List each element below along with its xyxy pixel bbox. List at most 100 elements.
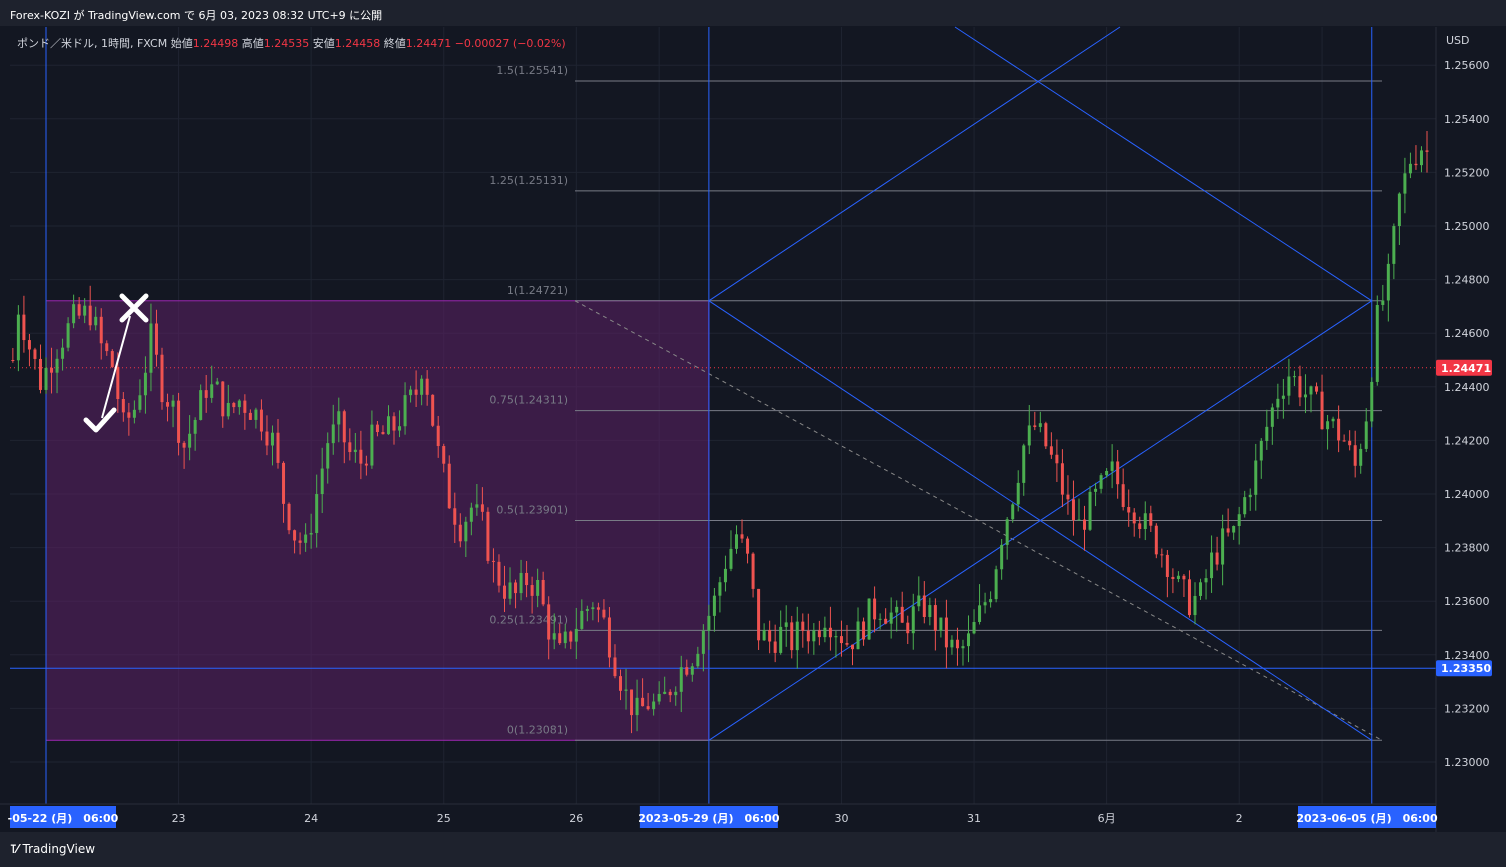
candle-body	[127, 412, 131, 418]
candle-body	[1364, 421, 1368, 449]
candle-body	[398, 426, 402, 431]
price-tick-label: 1.23800	[1444, 542, 1490, 555]
candle-body	[1425, 150, 1429, 152]
tradingview-brand[interactable]: ⊺⁄ TradingView	[10, 842, 95, 856]
candle-body	[1000, 544, 1004, 570]
candle-body	[933, 605, 937, 631]
candle-body	[94, 316, 98, 326]
candle-body	[580, 610, 584, 629]
candle-body	[149, 323, 153, 373]
candle-body	[1243, 497, 1247, 515]
grid-lines	[10, 27, 1436, 804]
candle-body	[77, 304, 81, 316]
candle-body	[574, 628, 578, 642]
candle-body	[1033, 425, 1037, 427]
ohlc-legend: ポンド／米ドル, 1時間, FXCM 始値1.24498 高値1.24535 安…	[17, 35, 566, 51]
candle-body	[1259, 440, 1263, 461]
candle-body	[215, 381, 219, 385]
price-tick-label: 1.23000	[1444, 756, 1490, 769]
candle-body	[1353, 445, 1357, 466]
candle-body	[38, 358, 42, 390]
candle-body	[1116, 461, 1120, 485]
price-tick-label: 1.25600	[1444, 59, 1490, 72]
candle-body	[16, 314, 20, 361]
candle-body	[293, 530, 297, 541]
candle-body	[458, 524, 462, 542]
trend-line-down-upper	[954, 26, 1373, 302]
fib-level-label: 0(1.23081)	[507, 723, 568, 736]
price-tick-label: 1.23400	[1444, 649, 1490, 662]
time-tick-label: 31	[967, 812, 981, 825]
candle-body	[1132, 512, 1136, 524]
candle-body	[1038, 423, 1042, 427]
candle-body	[585, 609, 589, 611]
candle-body	[88, 305, 92, 326]
candle-body	[839, 636, 843, 644]
candle-body	[618, 676, 622, 691]
candle-body	[1027, 425, 1031, 446]
candle-body	[110, 351, 114, 367]
candle-body	[685, 667, 689, 675]
candle-body	[762, 630, 766, 641]
candle-body	[955, 639, 959, 649]
candle-body	[541, 579, 545, 605]
candle-body	[1226, 528, 1230, 533]
candle-body	[1143, 513, 1147, 530]
pattern-arrow-line	[101, 315, 131, 419]
candle-body	[469, 507, 473, 522]
candle-body	[177, 400, 181, 443]
candle-body	[1315, 386, 1319, 392]
candle-body	[563, 631, 567, 644]
x-mark-icon	[119, 293, 149, 323]
price-tick-label: 1.23600	[1444, 595, 1490, 608]
candle-body	[646, 706, 650, 710]
candle-body	[679, 667, 683, 692]
candle-body	[1342, 440, 1346, 442]
price-tag-label: 1.23350	[1441, 662, 1491, 675]
candle-body	[1187, 579, 1191, 616]
candle-body	[1419, 150, 1423, 166]
candle-body	[287, 503, 291, 531]
low-value: 1.24458	[334, 37, 381, 50]
candle-body	[193, 419, 197, 434]
candle-body	[33, 349, 37, 359]
candle-body	[143, 372, 147, 396]
candle-body	[768, 630, 772, 642]
publish-bar	[0, 0, 1506, 26]
time-tick-label: 25	[437, 812, 451, 825]
candle-body	[746, 538, 750, 554]
candle-body	[381, 432, 385, 435]
candle-body	[105, 343, 109, 352]
candle-body	[1055, 454, 1059, 464]
candle-body	[817, 630, 821, 638]
tradingview-logo-icon: ⊺⁄	[10, 842, 19, 856]
candle-body	[1337, 418, 1341, 441]
candle-body	[420, 378, 424, 395]
publish-info: Forex-KOZI が TradingView.com で 6月 03, 20…	[10, 9, 383, 22]
candle-body	[232, 402, 236, 408]
candle-body	[1331, 418, 1335, 422]
candle-body	[116, 366, 120, 400]
candle-body	[199, 390, 203, 420]
close-value: 1.24471	[405, 37, 452, 50]
candle-body	[1303, 394, 1307, 398]
candle-body	[1281, 395, 1285, 399]
candle-body	[436, 425, 440, 447]
candle-body	[812, 630, 816, 642]
candle-body	[1381, 300, 1385, 305]
candle-body	[757, 588, 761, 641]
candle-body	[989, 599, 993, 603]
brand-label: TradingView	[22, 842, 96, 856]
candle-body	[740, 534, 744, 539]
candle-body	[668, 691, 672, 696]
candle-body	[337, 411, 341, 425]
time-tick-label: 24	[304, 812, 318, 825]
candle-body	[823, 627, 827, 638]
candle-body	[652, 701, 656, 710]
time-tick-label: 23	[172, 812, 186, 825]
candle-body	[707, 615, 711, 631]
candle-body	[1165, 554, 1169, 577]
price-tag-label: 1.24471	[1441, 362, 1491, 375]
candle-body	[265, 431, 269, 446]
